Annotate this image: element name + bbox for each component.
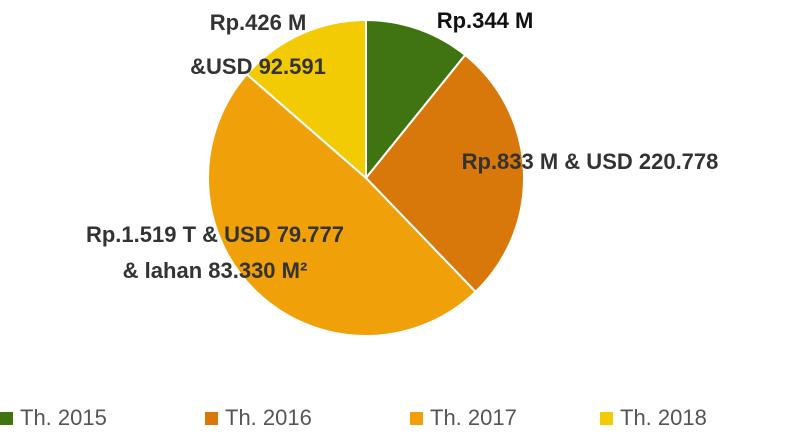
legend-label: Th. 2018 (620, 405, 707, 430)
data-label: Rp.833 M & USD 220.778 (462, 149, 719, 174)
legend-swatch (600, 412, 613, 425)
data-label: Rp.344 M (437, 8, 534, 33)
data-label: Rp.426 M (210, 10, 307, 35)
data-label: Rp.1.519 T & USD 79.777 (86, 222, 344, 247)
pie-slice (365, 18, 467, 181)
legend-label: Th. 2016 (225, 405, 312, 430)
pie-slice (245, 18, 367, 181)
legend-swatch (410, 412, 423, 425)
legend-label: Th. 2015 (20, 405, 107, 430)
pie-slice (364, 53, 525, 294)
legend-swatch (0, 412, 13, 425)
pie-slice (206, 72, 478, 337)
data-label: &USD 92.591 (190, 54, 326, 79)
legend-swatch (205, 412, 218, 425)
data-label: & lahan 83.330 M² (123, 258, 308, 283)
legend-label: Th. 2017 (430, 405, 517, 430)
